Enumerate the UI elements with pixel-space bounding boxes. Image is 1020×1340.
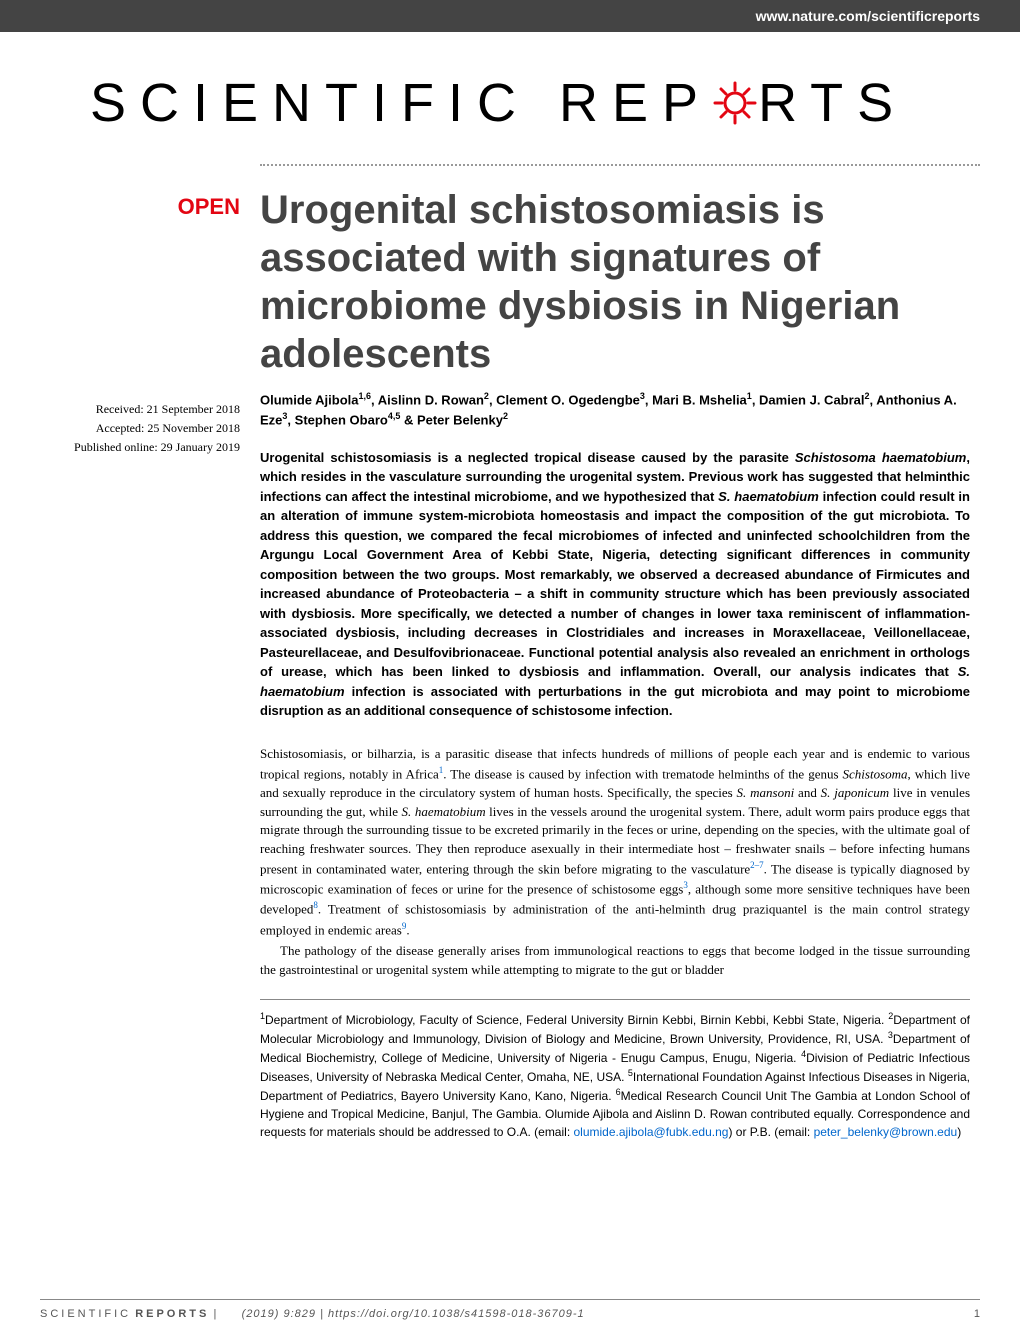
publication-dates: Received: 21 September 2018 Accepted: 25… — [0, 400, 240, 458]
dotted-separator — [260, 164, 980, 166]
footer-citation-text: (2019) 9:829 | https://doi.org/10.1038/s… — [242, 1308, 585, 1320]
footer-citation: SCIENTIFIC REPORTS | (2019) 9:829 | http… — [40, 1308, 585, 1320]
body-paragraph-1: Schistosomiasis, or bilharzia, is a para… — [260, 745, 970, 940]
footer-reports-label: REPORTS — [135, 1308, 209, 1320]
gear-icon — [710, 78, 760, 128]
body-text: Schistosomiasis, or bilharzia, is a para… — [260, 745, 970, 980]
footer-journal-label: SCIENTIFIC — [40, 1308, 131, 1320]
page-footer: SCIENTIFIC REPORTS | (2019) 9:829 | http… — [40, 1299, 980, 1320]
published-date: Published online: 29 January 2019 — [0, 438, 240, 457]
left-column: OPEN Received: 21 September 2018 Accepte… — [0, 186, 260, 1141]
journal-url[interactable]: www.nature.com/scientificreports — [756, 8, 980, 24]
content-wrapper: OPEN Received: 21 September 2018 Accepte… — [0, 186, 1020, 1141]
logo-part2: REP — [559, 72, 712, 134]
body-paragraph-2: The pathology of the disease generally a… — [260, 942, 970, 980]
logo-part1: SCIENTIFIC — [90, 72, 530, 134]
logo-part3: RTS — [758, 72, 907, 134]
open-badge: OPEN — [0, 194, 240, 220]
authors-list: Olumide Ajibola1,6, Aislinn D. Rowan2, C… — [260, 390, 970, 430]
abstract: Urogenital schistosomiasis is a neglecte… — [260, 448, 970, 721]
logo-rep-part: REP RTS — [559, 72, 907, 134]
right-column: Urogenital schistosomiasis is associated… — [260, 186, 980, 1141]
url-banner: www.nature.com/scientificreports — [0, 0, 1020, 32]
affiliations-separator — [260, 999, 970, 1000]
received-date: Received: 21 September 2018 — [0, 400, 240, 419]
page-number: 1 — [974, 1308, 980, 1320]
journal-logo: SCIENTIFIC REP RTS — [90, 72, 1020, 134]
accepted-date: Accepted: 25 November 2018 — [0, 419, 240, 438]
article-title: Urogenital schistosomiasis is associated… — [260, 186, 970, 378]
affiliations: 1Department of Microbiology, Faculty of … — [260, 1010, 970, 1141]
